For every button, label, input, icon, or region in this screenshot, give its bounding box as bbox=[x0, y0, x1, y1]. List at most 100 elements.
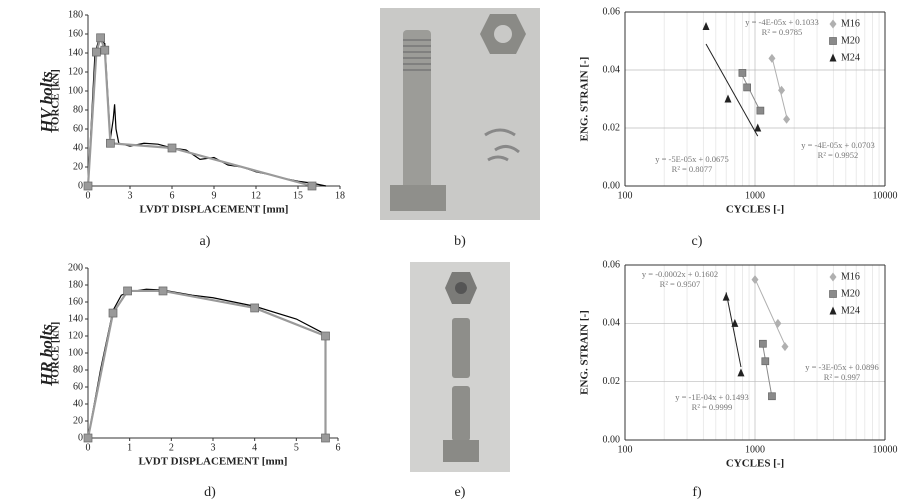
data-point bbox=[108, 308, 118, 318]
marker bbox=[778, 85, 786, 95]
trendline-label: y = -5E-05x + 0.0675 bbox=[655, 154, 729, 164]
data-point bbox=[92, 47, 101, 57]
panel-label: e) bbox=[455, 485, 466, 500]
y-tick-label: 0.02 bbox=[603, 122, 621, 133]
data-line bbox=[86, 289, 327, 439]
marker bbox=[751, 275, 759, 285]
y-tick-label: 0 bbox=[78, 432, 83, 443]
x-tick-label: 1000 bbox=[745, 444, 765, 455]
panel-label: a) bbox=[200, 234, 211, 249]
trendline-label: R² = 0.997 bbox=[824, 372, 860, 382]
marker bbox=[829, 53, 837, 62]
trend-line bbox=[725, 292, 742, 368]
marker bbox=[743, 83, 751, 92]
x-axis-label: CYCLES [-] bbox=[726, 204, 784, 216]
marker bbox=[781, 342, 789, 352]
legend-label: M20 bbox=[841, 288, 860, 299]
row-label: HV bolts bbox=[37, 71, 56, 134]
x-tick-label: 15 bbox=[293, 190, 303, 201]
y-tick-label: 200 bbox=[68, 262, 83, 273]
marker bbox=[722, 292, 730, 301]
data-line bbox=[87, 288, 327, 439]
data-point bbox=[100, 45, 110, 55]
y-tick-label: 120 bbox=[68, 66, 83, 77]
y-tick-label: 0.06 bbox=[603, 6, 621, 17]
y-tick-label: 80 bbox=[73, 104, 83, 115]
marker bbox=[774, 318, 782, 328]
y-tick-label: 0.04 bbox=[603, 318, 621, 329]
y-tick-label: 60 bbox=[73, 123, 83, 134]
y-tick-label: 160 bbox=[68, 296, 83, 307]
marker bbox=[724, 94, 732, 103]
y-tick-label: 120 bbox=[68, 330, 83, 341]
y-tick-label: 40 bbox=[73, 142, 83, 153]
x-tick-label: 4 bbox=[252, 442, 257, 453]
trend-line bbox=[762, 345, 773, 398]
x-tick-label: 0 bbox=[86, 442, 91, 453]
data-point bbox=[321, 331, 330, 341]
x-tick-label: 6 bbox=[336, 442, 341, 453]
x-tick-label: 10000 bbox=[873, 190, 898, 201]
data-line bbox=[87, 37, 327, 187]
marker bbox=[768, 53, 776, 63]
marker bbox=[829, 272, 837, 282]
panel-label: f) bbox=[692, 485, 702, 500]
x-tick-label: 100 bbox=[618, 444, 633, 455]
y-axis-label: ENG. STRAIN [-] bbox=[579, 57, 591, 142]
marker bbox=[768, 392, 776, 401]
trendline-label: y = -0.0002x + 0.1602 bbox=[642, 269, 718, 279]
x-tick-label: 12 bbox=[251, 190, 261, 201]
legend-label: M24 bbox=[841, 305, 860, 316]
marker bbox=[761, 357, 770, 366]
marker bbox=[759, 339, 767, 348]
trendline-label: R² = 0.9952 bbox=[818, 150, 859, 160]
trendline-label: R² = 0.9785 bbox=[762, 27, 803, 37]
y-tick-label: 0.04 bbox=[603, 64, 621, 75]
x-axis-label: LVDT DISPLACEMENT [mm] bbox=[140, 204, 289, 216]
x-axis-label: LVDT DISPLACEMENT [mm] bbox=[139, 456, 288, 468]
data-point bbox=[83, 181, 93, 191]
y-tick-label: 180 bbox=[68, 9, 83, 20]
trendline-label: R² = 0.9507 bbox=[660, 279, 701, 289]
x-tick-label: 1000 bbox=[745, 190, 765, 201]
data-point bbox=[307, 181, 317, 191]
y-tick-label: 140 bbox=[68, 47, 83, 58]
y-tick-label: 140 bbox=[68, 313, 83, 324]
data-point bbox=[96, 33, 105, 43]
x-tick-label: 1 bbox=[127, 442, 132, 453]
x-tick-label: 100 bbox=[618, 190, 633, 201]
x-tick-label: 6 bbox=[170, 190, 175, 201]
x-tick-label: 10000 bbox=[873, 444, 898, 455]
legend-label: M16 bbox=[841, 18, 860, 29]
marker bbox=[702, 22, 710, 30]
trend-line bbox=[705, 43, 759, 137]
photo bbox=[410, 262, 510, 472]
marker bbox=[829, 37, 837, 45]
y-tick-label: 0.06 bbox=[603, 259, 621, 270]
trendline-label: R² = 0.8077 bbox=[672, 164, 713, 174]
data-point bbox=[167, 143, 177, 153]
y-tick-label: 100 bbox=[68, 347, 83, 358]
y-tick-label: 40 bbox=[73, 398, 83, 409]
trend-line bbox=[741, 75, 761, 112]
x-tick-label: 0 bbox=[86, 190, 91, 201]
trendline-label: y = -4E-05x + 0.1033 bbox=[745, 17, 819, 27]
y-tick-label: 100 bbox=[68, 85, 83, 96]
trendline-label: y = -1E-04x + 0.1493 bbox=[675, 392, 749, 402]
panel-label: c) bbox=[692, 234, 703, 249]
marker bbox=[738, 69, 747, 77]
y-tick-label: 20 bbox=[73, 161, 83, 172]
x-tick-label: 9 bbox=[212, 190, 217, 201]
marker bbox=[829, 306, 837, 315]
y-tick-label: 60 bbox=[73, 381, 83, 392]
x-tick-label: 5 bbox=[294, 442, 299, 453]
data-point bbox=[158, 286, 168, 296]
y-tick-label: 0 bbox=[78, 180, 83, 191]
data-point bbox=[106, 138, 115, 148]
data-point bbox=[83, 433, 93, 443]
data-point bbox=[321, 433, 330, 443]
legend-label: M24 bbox=[841, 52, 860, 63]
y-axis-label: FORCE [kN] bbox=[50, 322, 62, 385]
x-tick-label: 3 bbox=[128, 190, 133, 201]
